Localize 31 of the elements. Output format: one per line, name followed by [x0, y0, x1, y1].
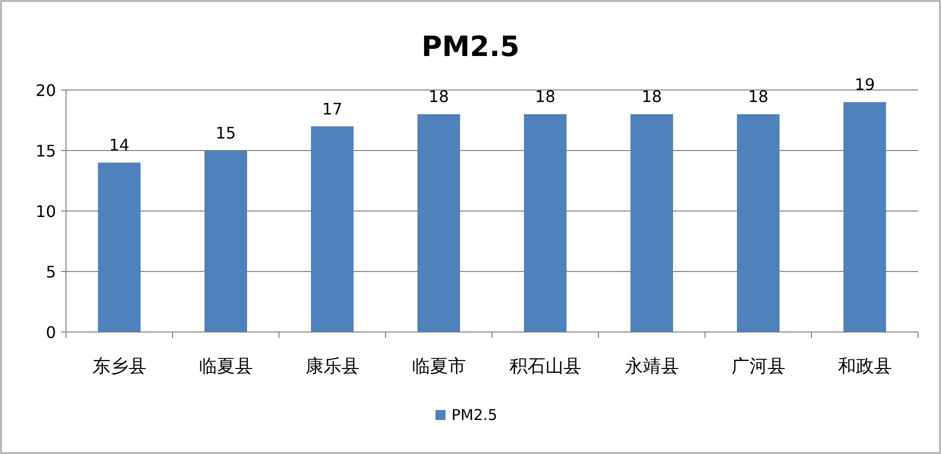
x-tick-label: 积石山县 — [509, 356, 582, 377]
x-tick-label: 永靖县 — [624, 356, 679, 377]
data-label: 18 — [535, 87, 556, 106]
bar — [736, 114, 780, 332]
chart-title: PM2.5 — [422, 30, 520, 63]
y-tick-label: 20 — [36, 81, 56, 100]
data-label: 15 — [216, 124, 236, 142]
bar — [310, 126, 354, 332]
data-label: 18 — [428, 87, 449, 106]
x-tick-label: 东乡县 — [92, 356, 146, 377]
x-tick-label: 临夏县 — [198, 356, 253, 377]
y-tick-label: 10 — [36, 202, 56, 221]
y-tick-label: 15 — [36, 142, 56, 160]
bar — [417, 114, 460, 332]
x-tick-label: 和政县 — [838, 356, 892, 377]
bar — [98, 162, 141, 332]
data-label: 14 — [109, 136, 130, 155]
data-label: 18 — [748, 87, 768, 106]
x-tick-label: 临夏市 — [412, 356, 466, 377]
x-tick-label: 康乐县 — [305, 356, 360, 377]
bar — [524, 114, 567, 332]
bar — [843, 102, 886, 332]
bar — [204, 150, 248, 332]
bar — [630, 114, 674, 332]
x-tick-label: 广河县 — [731, 356, 786, 377]
legend-label: PM2.5 — [452, 406, 498, 424]
y-tick-label: 5 — [46, 262, 56, 282]
data-label: 18 — [642, 87, 662, 106]
y-tick-label: 0 — [46, 323, 56, 342]
data-label: 19 — [854, 75, 875, 94]
data-label: 17 — [322, 99, 342, 118]
